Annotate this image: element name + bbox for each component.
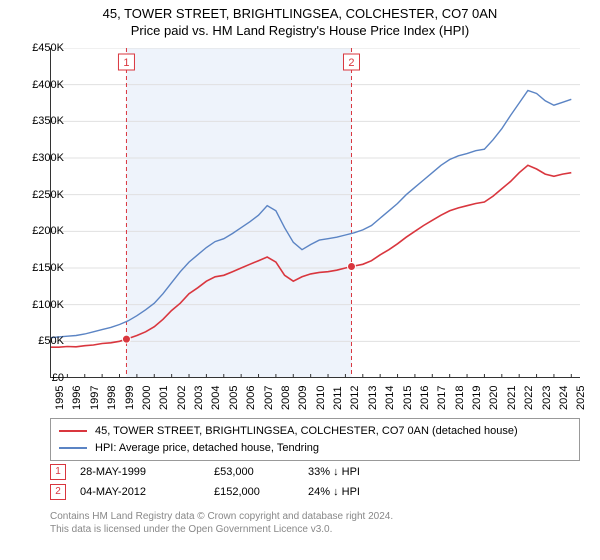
event-badge-2: 2	[50, 484, 66, 500]
x-tick-label: 1998	[106, 386, 118, 410]
x-tick-label: 2002	[176, 386, 188, 410]
x-tick-label: 2016	[419, 386, 431, 410]
x-tick-label: 2004	[210, 386, 222, 410]
event-date-2: 04-MAY-2012	[80, 486, 200, 498]
legend-swatch-1	[59, 430, 87, 432]
y-tick-label: £300K	[20, 152, 64, 164]
x-tick-label: 2012	[349, 386, 361, 410]
chart-title-block: 45, TOWER STREET, BRIGHTLINGSEA, COLCHES…	[0, 0, 600, 40]
x-tick-label: 2010	[315, 386, 327, 410]
event-row-2: 2 04-MAY-2012 £152,000 24% ↓ HPI	[50, 482, 580, 502]
y-tick-label: £400K	[20, 79, 64, 91]
x-tick-label: 2005	[228, 386, 240, 410]
legend-box: 45, TOWER STREET, BRIGHTLINGSEA, COLCHES…	[50, 418, 580, 461]
event-price-1: £53,000	[214, 466, 294, 478]
chart-area: 12	[50, 48, 580, 408]
svg-text:1: 1	[123, 57, 129, 69]
x-tick-label: 2014	[384, 386, 396, 410]
legend-label-2: HPI: Average price, detached house, Tend…	[95, 440, 319, 457]
x-tick-label: 2009	[297, 386, 309, 410]
y-tick-label: £100K	[20, 299, 64, 311]
y-tick-label: £50K	[20, 335, 64, 347]
svg-text:2: 2	[348, 57, 354, 69]
event-date-1: 28-MAY-1999	[80, 466, 200, 478]
legend-swatch-2	[59, 447, 87, 449]
x-tick-label: 1996	[71, 386, 83, 410]
x-tick-label: 2022	[523, 386, 535, 410]
x-tick-label: 2003	[193, 386, 205, 410]
x-tick-label: 2018	[454, 386, 466, 410]
legend-item-2: HPI: Average price, detached house, Tend…	[59, 440, 571, 457]
y-tick-label: £350K	[20, 115, 64, 127]
x-tick-label: 2023	[541, 386, 553, 410]
x-tick-label: 2013	[367, 386, 379, 410]
y-tick-label: £150K	[20, 262, 64, 274]
legend-item-1: 45, TOWER STREET, BRIGHTLINGSEA, COLCHES…	[59, 423, 571, 440]
footer-line2: This data is licensed under the Open Gov…	[50, 523, 580, 536]
x-tick-label: 1995	[54, 386, 66, 410]
title-line2: Price paid vs. HM Land Registry's House …	[0, 23, 600, 40]
x-tick-label: 2011	[332, 386, 344, 410]
x-tick-label: 2017	[436, 386, 448, 410]
x-tick-label: 2019	[471, 386, 483, 410]
x-tick-label: 1999	[124, 386, 136, 410]
event-row-1: 1 28-MAY-1999 £53,000 33% ↓ HPI	[50, 462, 580, 482]
event-delta-2: 24% ↓ HPI	[308, 486, 408, 498]
event-delta-1: 33% ↓ HPI	[308, 466, 408, 478]
x-tick-label: 1997	[89, 386, 101, 410]
x-tick-label: 2025	[575, 386, 587, 410]
events-table: 1 28-MAY-1999 £53,000 33% ↓ HPI 2 04-MAY…	[50, 462, 580, 502]
x-tick-label: 2000	[141, 386, 153, 410]
y-tick-label: £200K	[20, 225, 64, 237]
x-tick-label: 2006	[245, 386, 257, 410]
legend-label-1: 45, TOWER STREET, BRIGHTLINGSEA, COLCHES…	[95, 423, 518, 440]
x-tick-label: 2021	[506, 386, 518, 410]
x-tick-label: 2007	[263, 386, 275, 410]
x-tick-label: 2008	[280, 386, 292, 410]
y-tick-label: £450K	[20, 42, 64, 54]
x-tick-label: 2024	[558, 386, 570, 410]
x-tick-label: 2001	[158, 386, 170, 410]
event-badge-1: 1	[50, 464, 66, 480]
line-chart-svg: 12	[50, 48, 580, 378]
x-tick-label: 2015	[402, 386, 414, 410]
y-tick-label: £250K	[20, 189, 64, 201]
footer-attribution: Contains HM Land Registry data © Crown c…	[50, 510, 580, 536]
x-tick-label: 2020	[488, 386, 500, 410]
event-price-2: £152,000	[214, 486, 294, 498]
y-tick-label: £0	[20, 372, 64, 384]
title-line1: 45, TOWER STREET, BRIGHTLINGSEA, COLCHES…	[0, 6, 600, 23]
footer-line1: Contains HM Land Registry data © Crown c…	[50, 510, 580, 523]
